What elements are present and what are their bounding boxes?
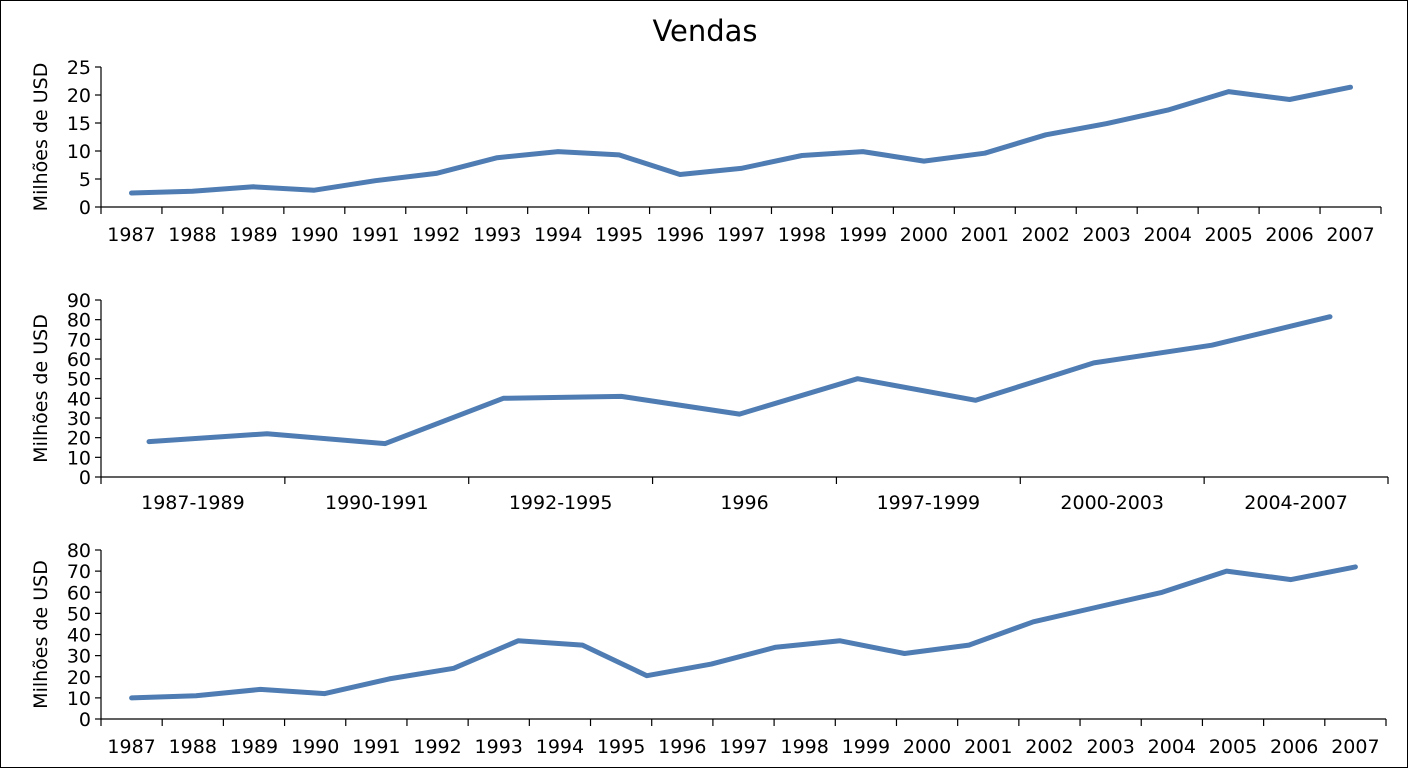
x-tick-label: 2000: [903, 736, 951, 758]
series-line: [149, 317, 1330, 444]
y-tick-label: 10: [67, 141, 91, 163]
y-tick-label: 70: [67, 561, 91, 583]
y-tick-label: 20: [67, 667, 91, 689]
x-tick-label: 1989: [229, 224, 277, 246]
x-tick-label: 1995: [595, 224, 643, 246]
y-tick-label: 40: [67, 388, 91, 410]
x-tick-label: 2007: [1331, 736, 1379, 758]
x-tick-label: 1987-1989: [141, 492, 245, 514]
panel-annual-1987-2007: 0 5 10 15 20 25 Milhões de USD 1987 1988 1989 1990…: [30, 57, 1381, 246]
series-line: [132, 87, 1351, 193]
y-tick-label: 20: [67, 428, 91, 450]
x-tick-label: 2004: [1148, 736, 1196, 758]
x-tick-label: 1999: [839, 224, 887, 246]
y-tick-label: 0: [79, 709, 91, 731]
y-tick-label: 10: [67, 447, 91, 469]
x-tick-label: 2006: [1265, 224, 1313, 246]
y-tick-label: 0: [79, 467, 91, 489]
y-tick-label: 70: [67, 329, 91, 351]
y-tick-label: 10: [67, 688, 91, 710]
y-tick-label: 60: [67, 582, 91, 604]
x-tick-label: 1993: [475, 736, 523, 758]
x-tick-label: 2003: [1086, 736, 1134, 758]
y-tick-label: 30: [67, 408, 91, 430]
x-tick-label: 1996: [656, 224, 704, 246]
x-tick-label: 2002: [1022, 224, 1070, 246]
x-tick-label: 2005: [1204, 224, 1252, 246]
x-tick-label: 1997: [717, 224, 765, 246]
x-tick-label: 1987: [107, 224, 155, 246]
y-tick-label: 60: [67, 349, 91, 371]
x-tick-label: 1988: [168, 224, 216, 246]
y-tick-label: 90: [67, 290, 91, 312]
x-tick-label: 1994: [534, 224, 582, 246]
x-tick-label: 1990: [291, 736, 339, 758]
x-tick-label: 1992: [412, 224, 460, 246]
x-tick-label: 1991: [352, 736, 400, 758]
y-tick-label: 50: [67, 603, 91, 625]
y-tick-label: 5: [79, 169, 91, 191]
x-tick-label: 2000-2003: [1060, 492, 1164, 514]
x-tick-label: 1990: [290, 224, 338, 246]
y-tick-label: 20: [67, 85, 91, 107]
y-tick-label: 30: [67, 646, 91, 668]
x-tick-label: 1990-1991: [325, 492, 429, 514]
x-tick-label: 1998: [781, 736, 829, 758]
y-axis-label: Milhões de USD: [30, 63, 52, 212]
x-tick-label: 1988: [169, 736, 217, 758]
y-tick-label: 0: [79, 197, 91, 219]
x-tick-label: 1993: [473, 224, 521, 246]
x-tick-label: 2004: [1143, 224, 1191, 246]
x-tick-label: 2001: [961, 224, 1009, 246]
x-tick-label: 2000: [900, 224, 948, 246]
x-tick-label: 1994: [536, 736, 584, 758]
y-axis-label: Milhões de USD: [30, 560, 52, 709]
x-tick-label: 1991: [351, 224, 399, 246]
y-tick-label: 80: [67, 310, 91, 332]
x-tick-label: 2005: [1209, 736, 1257, 758]
x-tick-label: 2003: [1083, 224, 1131, 246]
y-tick-label: 80: [67, 540, 91, 562]
x-tick-label: 1996: [658, 736, 706, 758]
x-tick-label: 1997: [719, 736, 767, 758]
x-tick-label: 1996: [720, 492, 768, 514]
x-tick-label: 2002: [1025, 736, 1073, 758]
x-tick-label: 2006: [1270, 736, 1318, 758]
x-tick-label: 1997-1999: [877, 492, 981, 514]
y-tick-label: 15: [67, 113, 91, 135]
y-tick-label: 25: [67, 57, 91, 79]
x-tick-label: 2001: [964, 736, 1012, 758]
x-tick-label: 2004-2007: [1244, 492, 1348, 514]
y-tick-label: 50: [67, 369, 91, 391]
x-tick-label: 1992-1995: [509, 492, 613, 514]
y-tick-label: 40: [67, 625, 91, 647]
x-tick-label: 1998: [778, 224, 826, 246]
chart-title: Vendas: [652, 14, 757, 48]
x-tick-label: 1995: [597, 736, 645, 758]
y-axis-label: Milhões de USD: [30, 314, 52, 463]
x-tick-label: 1999: [842, 736, 890, 758]
x-tick-label: 1992: [413, 736, 461, 758]
x-tick-label: 1989: [230, 736, 278, 758]
x-tick-label: 2007: [1326, 224, 1374, 246]
series-line: [132, 567, 1356, 698]
x-tick-label: 1987: [107, 736, 155, 758]
